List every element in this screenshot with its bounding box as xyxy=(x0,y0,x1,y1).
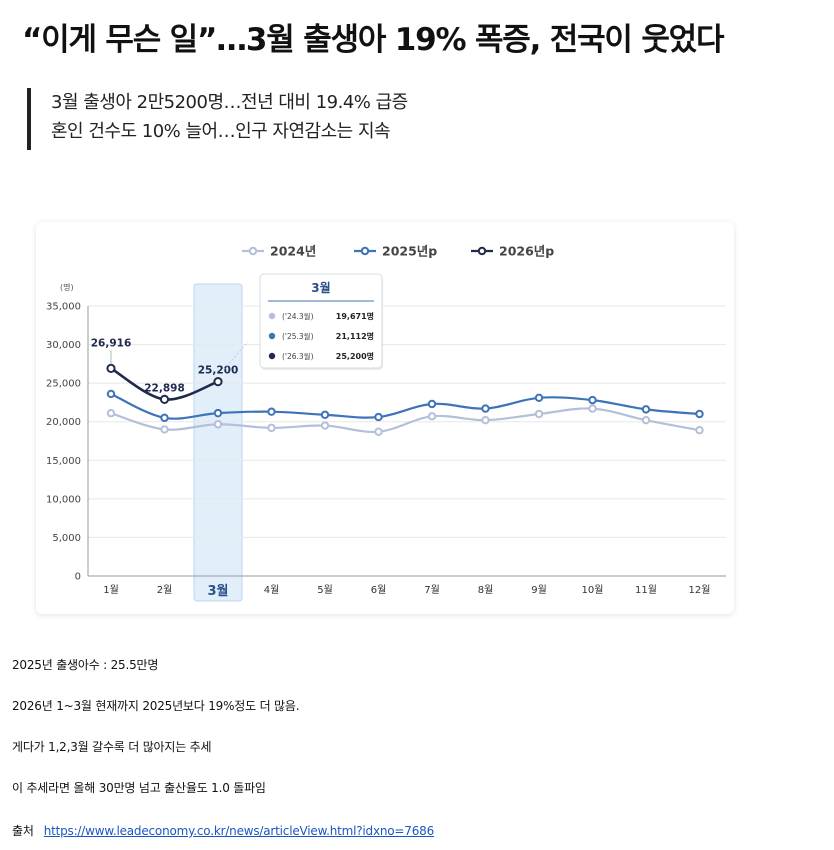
legend-swatch-point xyxy=(360,246,370,256)
y-tick-label: 25,000 xyxy=(46,379,81,390)
paragraph-2: 2026년 1~3월 현재까지 2025년보다 19%정도 더 많음. xyxy=(12,699,300,713)
y-tick-label: 30,000 xyxy=(46,340,81,351)
y-unit-label: (명) xyxy=(60,282,74,292)
paragraph-3: 게다가 1,2,3월 갈수록 더 많아지는 추세 xyxy=(12,740,212,754)
series-2-point xyxy=(427,399,437,409)
y-tick-label: 15,000 xyxy=(46,456,81,467)
series-1-point xyxy=(427,412,437,421)
tooltip-dot xyxy=(268,352,276,360)
series-2-point xyxy=(534,393,544,403)
series-1-point xyxy=(320,421,330,430)
series-1-point xyxy=(267,423,276,433)
tooltip-box xyxy=(259,273,383,369)
source-link[interactable]: https://www.leadeconomy.co.kr/news/artic… xyxy=(43,824,435,838)
highlight-band-march xyxy=(193,283,243,602)
series-2-point xyxy=(160,413,169,423)
tooltip-row-label: ('24.3월) xyxy=(282,311,314,321)
x-tick-label: 10월 xyxy=(582,584,604,596)
series-1-point xyxy=(160,425,169,434)
series-1-point xyxy=(106,409,116,418)
x-tick-label: 6월 xyxy=(371,584,387,596)
x-tick-label: 2월 xyxy=(157,584,173,596)
tooltip-row-value: 25,200명 xyxy=(336,351,374,361)
source-line: 출처 https://www.leadeconomy.co.kr/news/art… xyxy=(12,822,434,839)
x-tick-label: 3월 xyxy=(207,583,228,599)
paragraph-4: 이 추세라면 올해 30만명 넘고 출산율도 1.0 돌파임 xyxy=(12,781,266,795)
x-tick-label: 8월 xyxy=(478,584,494,596)
series-2-point xyxy=(374,412,383,422)
series-3-point xyxy=(213,377,223,387)
series-3-point xyxy=(159,394,170,404)
y-tick-label: 0 xyxy=(75,572,81,583)
series-1-point xyxy=(641,415,651,425)
series-1-point xyxy=(481,415,490,425)
tooltip-row-label: ('25.3월) xyxy=(282,331,314,341)
series-2-point xyxy=(106,389,116,399)
series-line-1 xyxy=(110,407,700,434)
tooltip-title: 3월 xyxy=(311,280,330,295)
x-tick-label: 9월 xyxy=(531,584,547,596)
source-label: 출처 xyxy=(12,824,34,838)
series-3-point xyxy=(106,363,116,373)
x-tick-label: 11월 xyxy=(635,584,657,596)
series-2-point xyxy=(267,407,276,416)
tooltip-row-value: 21,112명 xyxy=(336,331,374,341)
series-1-point xyxy=(695,426,704,435)
subheadline-1: 3월 출생아 2만5200명…전년 대비 19.4% 급증 xyxy=(51,92,408,113)
legend-swatch-point xyxy=(248,246,258,256)
data-label: 25,200 xyxy=(198,365,239,377)
chart-card: 0 5,000 10,000 15,000 20,000 25,000 30,000 35,0… xyxy=(36,222,734,614)
series-2-point xyxy=(588,395,597,405)
tooltip-dot xyxy=(268,312,276,320)
data-label: 22,898 xyxy=(144,382,185,394)
x-tick-label: 5월 xyxy=(317,584,333,596)
x-tick-label: 12월 xyxy=(689,584,711,596)
legend-label: 2026년p xyxy=(499,244,554,259)
tooltip-row-value: 19,671명 xyxy=(336,311,374,321)
birth-line-chart: 0 5,000 10,000 15,000 20,000 25,000 30,000 35,0… xyxy=(46,244,726,602)
legend-label: 2024년 xyxy=(270,244,316,259)
y-tick-label: 10,000 xyxy=(46,494,81,505)
legend-swatch-point xyxy=(477,246,487,256)
series-1-point xyxy=(588,404,597,413)
y-tick-label: 20,000 xyxy=(46,417,81,428)
x-tick-label: 7월 xyxy=(424,584,440,596)
tooltip-row-label: ('26.3월) xyxy=(282,351,314,361)
series-2-point xyxy=(320,410,330,419)
paragraph-1: 2025년 출생아수 : 25.5만명 xyxy=(12,658,159,672)
series-2-point xyxy=(481,404,490,413)
series-line-2 xyxy=(110,392,700,420)
subheadline-2: 혼인 건수도 10% 늘어…인구 자연감소는 지속 xyxy=(51,121,391,142)
series-1-point xyxy=(213,420,223,429)
series-1-point xyxy=(534,409,544,419)
series-2-point xyxy=(641,405,651,414)
y-tick-label: 35,000 xyxy=(46,302,81,313)
x-tick-label: 4월 xyxy=(264,584,280,596)
series-2-point xyxy=(213,408,223,418)
data-label: 26,916 xyxy=(91,337,132,349)
y-tick-label: 5,000 xyxy=(52,533,81,544)
subheadline-block: 3월 출생아 2만5200명…전년 대비 19.4% 급증 혼인 건수도 10%… xyxy=(27,88,408,150)
series-1-point xyxy=(374,427,383,436)
x-tick-label: 1월 xyxy=(103,584,119,596)
tooltip-dot xyxy=(268,332,276,340)
series-2-point xyxy=(695,409,704,419)
legend-label: 2025년p xyxy=(382,244,437,259)
headline: “이게 무슨 일”…3월 출생아 19% 폭증, 전국이 웃었다 xyxy=(22,22,724,58)
